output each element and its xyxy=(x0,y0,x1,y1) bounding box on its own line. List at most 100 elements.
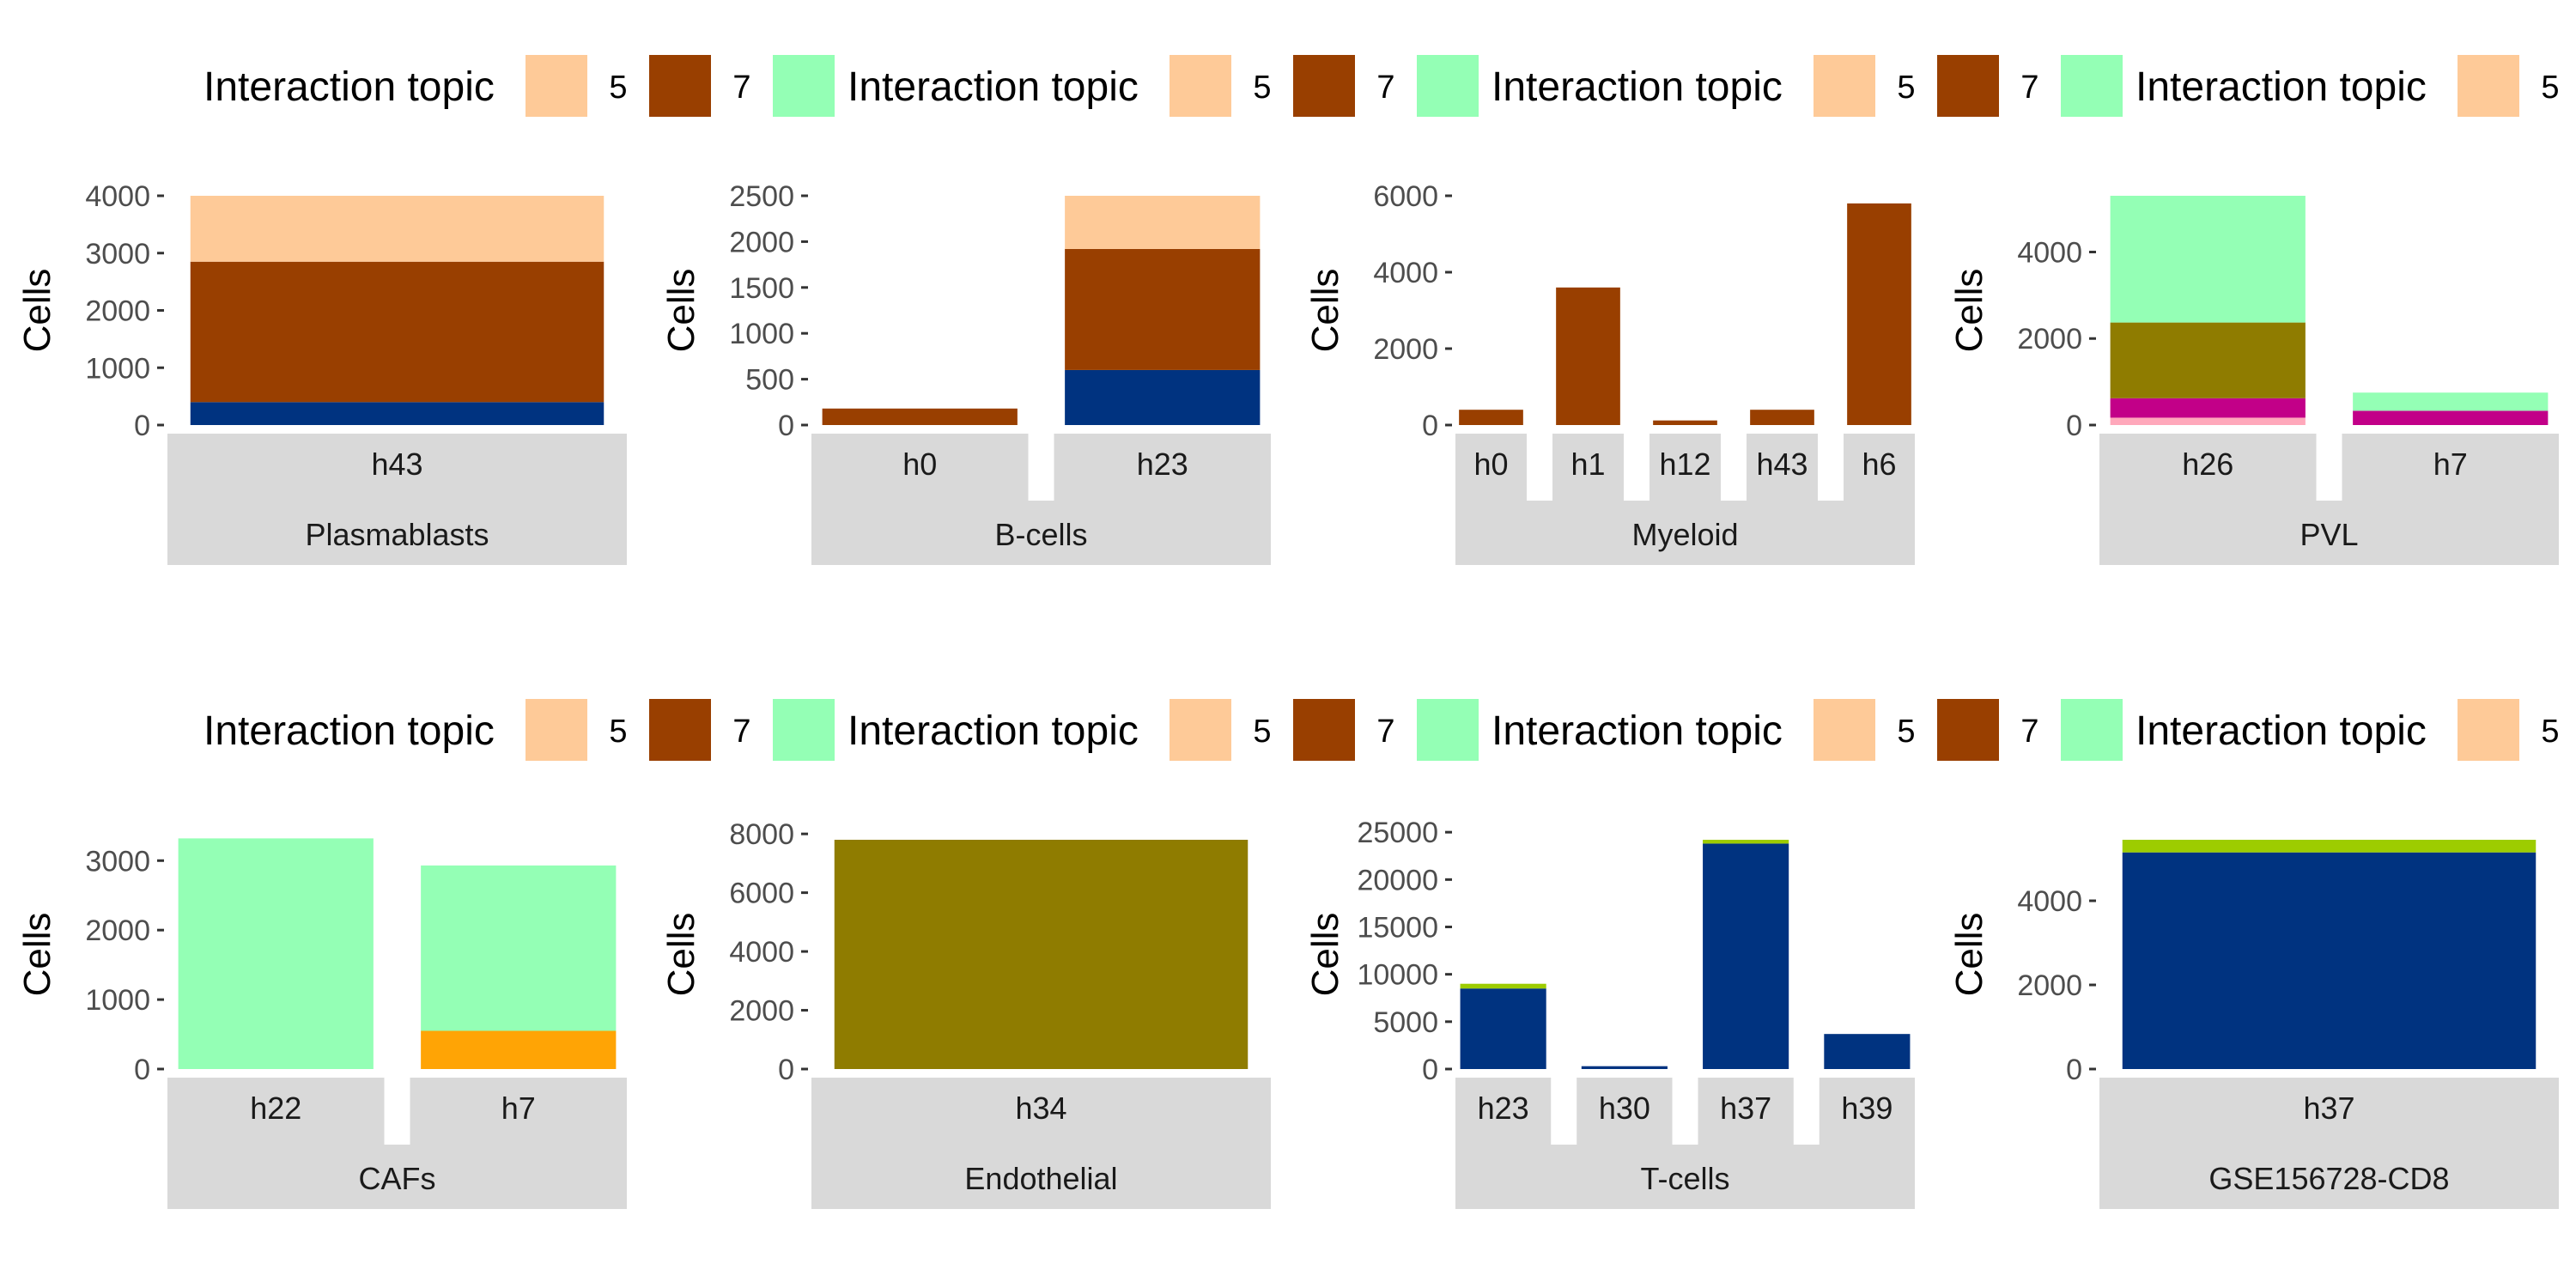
legend-key-swatch xyxy=(1937,55,1999,117)
y-tick-label: 1500 xyxy=(729,272,794,305)
category-strip xyxy=(1455,434,1527,502)
facet-label: B-cells xyxy=(994,517,1087,552)
legend: Interaction topic 5 7 xyxy=(1492,55,2123,117)
category-label: h7 xyxy=(501,1091,536,1126)
bar-segment xyxy=(2110,417,2306,425)
category-strip xyxy=(811,1078,1271,1146)
category-label: h23 xyxy=(1137,447,1188,482)
category-strip xyxy=(1455,1078,1552,1146)
legend-title: Interaction topic xyxy=(1492,64,1783,110)
category-strip xyxy=(167,1078,385,1146)
bar-segment xyxy=(2353,392,2549,411)
legend: Interaction topic 5 7 xyxy=(1492,699,2123,761)
legend-key-swatch xyxy=(1170,699,1231,761)
legend-key-label: 5 xyxy=(2541,70,2559,106)
y-tick-label: 0 xyxy=(134,1054,150,1086)
legend-title: Interaction topic xyxy=(848,64,1139,110)
bar-segment xyxy=(1460,983,1546,989)
bars xyxy=(2122,840,2537,1069)
facet-strip xyxy=(2099,501,2559,565)
facet-label: Plasmablasts xyxy=(305,517,489,552)
bar-segment xyxy=(1065,248,1261,370)
y-tick-label: 0 xyxy=(2066,1054,2082,1086)
y-tick-label: 25000 xyxy=(1357,817,1438,849)
legend-title: Interaction topic xyxy=(848,708,1139,754)
legend: Interaction topic 5 7 xyxy=(848,55,1479,117)
y-axis-title: Cells xyxy=(16,913,58,997)
category-label: h0 xyxy=(1473,447,1508,482)
y-tick-label: 3000 xyxy=(85,845,150,878)
bars xyxy=(1459,203,1911,425)
y-axis-title: Cells xyxy=(1304,913,1346,997)
category-label: h6 xyxy=(1862,447,1896,482)
y-tick-label: 2000 xyxy=(85,914,150,947)
y-tick-label: 2000 xyxy=(85,295,150,328)
category-label: h34 xyxy=(1015,1091,1066,1126)
legend-key-label: 5 xyxy=(609,70,627,106)
facet-strip xyxy=(2099,1145,2559,1209)
y-tick-label: 8000 xyxy=(729,818,794,851)
legend-key-label: 5 xyxy=(609,714,627,750)
category-strip xyxy=(1747,434,1818,502)
bar-segment xyxy=(421,1030,617,1069)
bar-segment xyxy=(1556,287,1620,425)
category-strip xyxy=(1552,434,1624,502)
y-axis-title: Cells xyxy=(660,913,702,997)
bars xyxy=(834,840,1249,1069)
category-strip xyxy=(1819,1078,1915,1146)
y-tick-label: 2000 xyxy=(729,226,794,258)
legend-key-swatch xyxy=(649,699,711,761)
category-strip xyxy=(410,1078,627,1146)
legend: Interaction topic 5 7 xyxy=(204,699,835,761)
legend-key-swatch xyxy=(1937,699,1999,761)
legend-title: Interaction topic xyxy=(1492,708,1783,754)
category-strip xyxy=(1577,1078,1673,1146)
legend-key-swatch xyxy=(1293,55,1355,117)
legend-title: Interaction topic xyxy=(2136,64,2427,110)
y-tick-label: 4000 xyxy=(729,936,794,969)
y-tick-label: 1000 xyxy=(85,984,150,1017)
facet-panel-endothelial: Interaction topic 5 7 0 2000 4000 6000 8000 Cell… xyxy=(660,699,1479,1209)
bar-segment xyxy=(1065,196,1261,249)
legend-key-swatch xyxy=(2061,55,2123,117)
facet-panel-t-cells: Interaction topic 5 7050001000015000200002… xyxy=(1304,699,2123,1209)
y-axis: 0 2000 4000 Cells xyxy=(1948,236,2096,442)
category-label: h23 xyxy=(1478,1091,1529,1126)
y-axis-title: Cells xyxy=(16,269,58,353)
facet-strip xyxy=(811,1145,1271,1209)
legend-key-swatch xyxy=(1293,699,1355,761)
y-axis: 0 1000 2000 3000 Cells xyxy=(16,845,164,1086)
y-axis: 0 2000 4000 Cells xyxy=(1948,885,2096,1086)
legend-key-label: 7 xyxy=(1376,70,1394,106)
bar-segment xyxy=(2110,196,2306,323)
category-label: h30 xyxy=(1599,1091,1650,1126)
y-tick-label: 4000 xyxy=(2017,885,2082,918)
facet-panel-b-cells: Interaction topic 5 7 0 500 1000 1500 2000 2500 C… xyxy=(660,55,1479,565)
bar-segment xyxy=(1459,410,1523,425)
y-tick-label: 4000 xyxy=(2017,236,2082,269)
y-axis-title: Cells xyxy=(660,269,702,353)
category-label: h37 xyxy=(2303,1091,2354,1126)
y-tick-label: 4000 xyxy=(1373,257,1438,289)
category-label: h39 xyxy=(1841,1091,1893,1126)
legend-key-swatch xyxy=(1417,55,1479,117)
y-tick-label: 6000 xyxy=(729,878,794,910)
facet-label: CAFs xyxy=(359,1161,436,1196)
category-strip xyxy=(1844,434,1915,502)
bars xyxy=(1460,840,1911,1069)
legend-key-label: 7 xyxy=(2020,714,2038,750)
legend-key-label: 5 xyxy=(1253,70,1271,106)
bars xyxy=(2110,196,2549,425)
legend-key-label: 7 xyxy=(1376,714,1394,750)
legend-key-label: 5 xyxy=(1253,714,1271,750)
category-strip xyxy=(2099,1078,2559,1146)
y-tick-label: 0 xyxy=(1422,410,1438,442)
y-tick-label: 5000 xyxy=(1373,1006,1438,1039)
y-axis-title: Cells xyxy=(1948,913,1990,997)
y-tick-label: 500 xyxy=(745,364,794,397)
facet-strip xyxy=(1455,501,1915,565)
legend-title: Interaction topic xyxy=(2136,708,2427,754)
y-tick-label: 2500 xyxy=(729,180,794,213)
facet-panel-gse156728-cd8: Interaction topic 5 7 0 2000 4000 Cells h37 GSE1… xyxy=(1948,699,2560,1209)
